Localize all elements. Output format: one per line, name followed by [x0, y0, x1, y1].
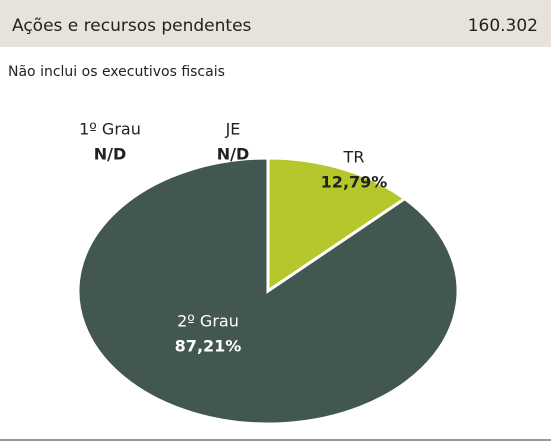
na-name: 1º Grau	[79, 120, 141, 139]
na-label: N/D	[94, 145, 127, 164]
na-label: N/D	[217, 145, 250, 164]
na-name: JE	[225, 120, 241, 139]
subtitle: Não inclui os executivos fiscais	[8, 64, 225, 80]
pie-slice	[266, 156, 408, 294]
slice-label: 2º Grau	[177, 312, 239, 331]
slice-label: TR	[343, 148, 365, 167]
header-bar	[0, 0, 551, 47]
slice-value: 87,21%	[175, 337, 242, 356]
slice-value: 12,79%	[321, 173, 388, 192]
pie-slice	[76, 156, 460, 426]
total: 160.302	[468, 16, 538, 36]
chart-title: Ações e recursos pendentes	[12, 16, 252, 36]
